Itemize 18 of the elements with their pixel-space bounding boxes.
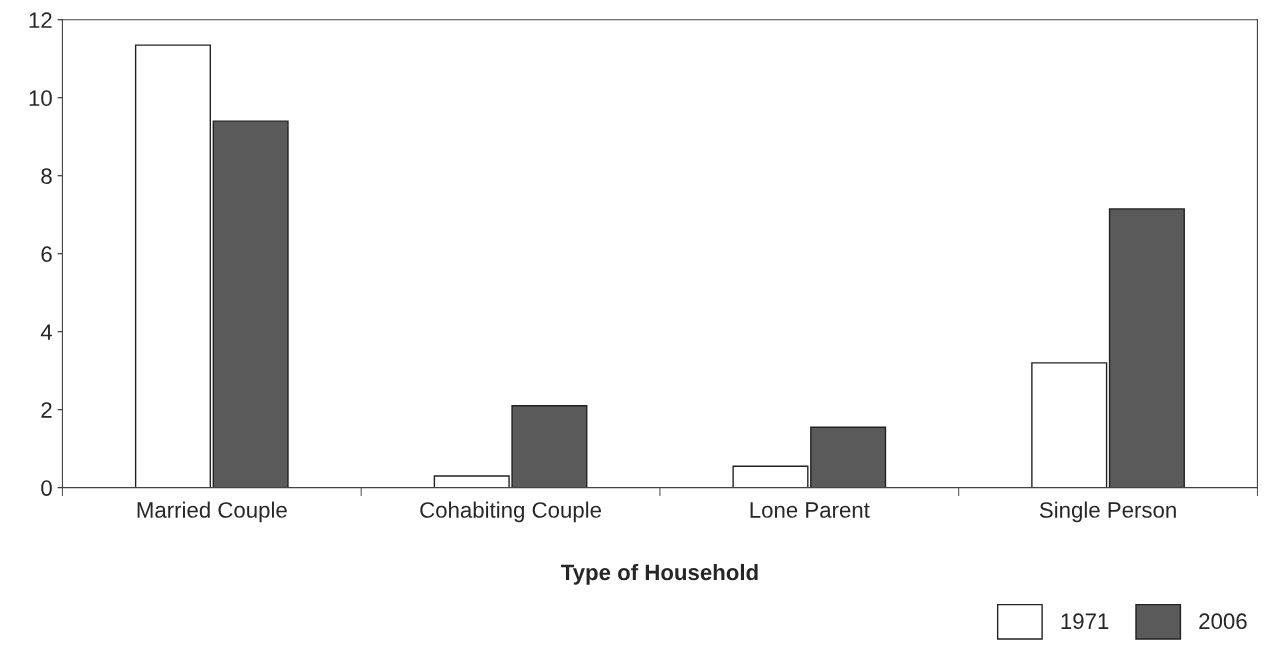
bar bbox=[212, 120, 289, 488]
legend-label: 2006 bbox=[1199, 613, 1247, 630]
bar bbox=[1108, 208, 1185, 488]
y-tick-label: 6 bbox=[41, 246, 52, 262]
legend-label: 1971 bbox=[1061, 613, 1109, 630]
bar bbox=[134, 44, 212, 488]
bar bbox=[1031, 362, 1108, 488]
y-tick-label: 4 bbox=[40, 324, 53, 340]
y-tick-label: 12 bbox=[29, 12, 52, 28]
x-tick-label: Married Couple bbox=[137, 501, 287, 523]
y-tick-label: 10 bbox=[29, 90, 52, 107]
y-tick-label: 8 bbox=[41, 168, 52, 184]
x-axis-title: Type of Household bbox=[561, 563, 758, 585]
x-tick-label: Lone Parent bbox=[750, 502, 870, 518]
x-tick-label: Single Person bbox=[1039, 501, 1176, 523]
y-tick-label: 2 bbox=[41, 402, 52, 418]
x-tick-label: Cohabiting Couple bbox=[420, 501, 601, 523]
y-tick-label: 0 bbox=[41, 480, 52, 496]
